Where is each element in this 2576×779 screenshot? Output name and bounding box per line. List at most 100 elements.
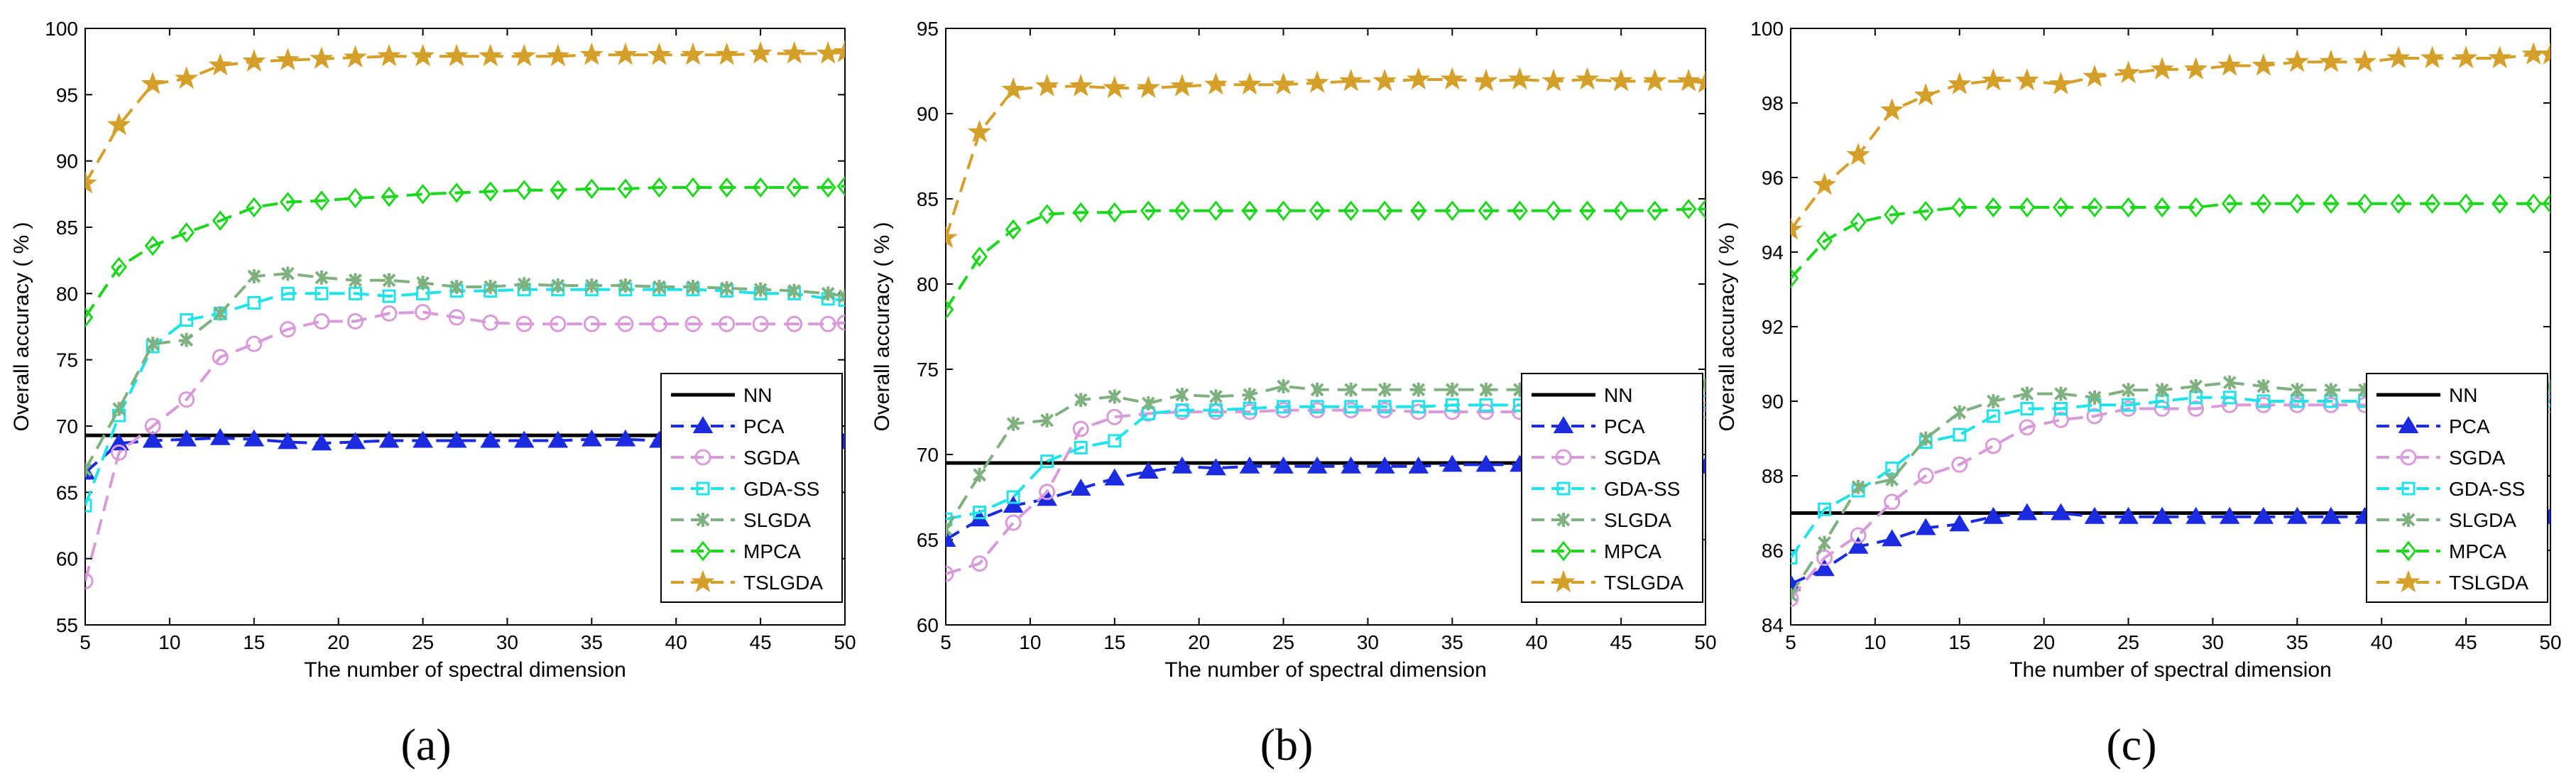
legend-marker-mpca xyxy=(1555,540,1572,562)
data-point-gda-ss xyxy=(973,506,987,520)
data-point-tslgda xyxy=(2048,72,2073,94)
data-point-mpca xyxy=(2492,193,2509,214)
legend-label-mpca: MPCA xyxy=(2449,540,2506,562)
data-point-slgda xyxy=(1479,382,1493,397)
data-point-slgda xyxy=(584,278,599,293)
legend-marker-sgda xyxy=(2400,449,2417,466)
data-point-sgda xyxy=(313,313,330,330)
series-line-slgda xyxy=(1791,381,2550,596)
data-point-gda-ss xyxy=(315,286,329,300)
legend-marker-tslgda xyxy=(2396,570,2421,593)
legend-marker-sgda xyxy=(1555,449,1572,466)
data-point-pca xyxy=(480,430,501,448)
data-point-slgda xyxy=(1818,535,1831,550)
data-point-gda-ss xyxy=(2222,391,2237,405)
data-point-mpca xyxy=(246,197,263,218)
data-point-gda-ss xyxy=(1479,398,1493,412)
data-point-mpca xyxy=(212,210,229,231)
data-point-tslgda xyxy=(444,43,469,67)
data-point-mpca xyxy=(2086,197,2103,218)
data-point-gda-ss xyxy=(1818,502,1832,516)
legend-label-tslgda: TSLGDA xyxy=(2449,572,2528,594)
data-point-pca xyxy=(345,432,366,450)
data-point-slgda xyxy=(1851,479,1865,494)
data-point-slgda xyxy=(946,522,953,537)
data-point-slgda xyxy=(416,276,430,290)
data-point-slgda xyxy=(180,332,194,347)
data-point-sgda xyxy=(111,444,128,461)
data-point-gda-ss xyxy=(1953,427,1967,442)
data-point-pca xyxy=(1172,456,1193,474)
data-point-gda-ss xyxy=(1445,398,1459,412)
data-point-mpca xyxy=(1697,198,1705,219)
data-point-pca xyxy=(2051,503,2071,521)
x-tick-label: 25 xyxy=(412,631,434,653)
data-point-slgda xyxy=(1141,396,1155,410)
legend-marker-pca xyxy=(2398,416,2419,433)
data-point-gda-ss xyxy=(1208,403,1223,418)
legend-marker-gda-ss xyxy=(2401,481,2416,496)
data-point-pca xyxy=(446,430,467,448)
data-point-mpca xyxy=(1410,200,1427,222)
legend-label-mpca: MPCA xyxy=(743,540,801,562)
data-point-tslgda xyxy=(2116,60,2141,84)
data-point-tslgda xyxy=(2454,45,2478,69)
data-point-gda-ss xyxy=(1310,400,1324,414)
data-point-slgda xyxy=(787,283,802,298)
data-point-tslgda xyxy=(967,119,992,143)
data-point-mpca xyxy=(1072,202,1089,223)
data-point-gda-ss xyxy=(1040,454,1054,469)
data-point-mpca xyxy=(1106,202,1123,223)
data-point-mpca xyxy=(684,177,702,198)
data-point-pca xyxy=(1104,468,1125,486)
data-point-pca xyxy=(413,430,433,448)
legend-marker-slgda xyxy=(696,513,710,527)
data-point-pca xyxy=(1273,456,1294,474)
data-point-pca xyxy=(1949,514,1970,532)
data-point-slgda xyxy=(2222,375,2237,390)
data-point-tslgda xyxy=(2386,45,2411,69)
data-point-slgda xyxy=(449,280,464,294)
data-point-tslgda xyxy=(1170,74,1194,97)
data-point-pca xyxy=(1441,454,1463,472)
data-point-tslgda xyxy=(174,66,199,89)
data-point-tslgda xyxy=(647,42,672,65)
data-point-tslgda xyxy=(1981,68,2006,91)
data-point-pca xyxy=(1882,529,1903,547)
data-point-slgda xyxy=(146,337,160,352)
data-point-pca xyxy=(2219,506,2240,524)
data-point-tslgda xyxy=(613,42,638,65)
data-point-mpca xyxy=(1579,200,1596,222)
data-point-tslgda xyxy=(512,43,536,67)
data-point-sgda xyxy=(448,309,465,326)
data-point-mpca xyxy=(1241,200,1258,222)
legend-label-tslgda: TSLGDA xyxy=(743,572,823,594)
data-point-mpca xyxy=(1478,200,1495,222)
y-tick-label: 100 xyxy=(1750,18,1784,40)
legend-marker-pca xyxy=(1553,416,1574,433)
data-point-tslgda xyxy=(1407,67,1431,90)
data-point-sgda xyxy=(515,315,533,332)
data-point-mpca xyxy=(2255,193,2272,214)
data-point-pca xyxy=(1848,536,1869,554)
data-point-gda-ss xyxy=(1377,400,1392,414)
data-point-slgda xyxy=(2020,386,2034,401)
x-tick-label: 15 xyxy=(1103,631,1125,653)
data-point-slgda xyxy=(2155,383,2169,398)
data-point-tslgda xyxy=(1693,70,1705,93)
data-point-mpca xyxy=(111,256,128,278)
data-point-sgda xyxy=(786,315,803,332)
data-point-tslgda xyxy=(85,170,97,194)
data-point-pca xyxy=(946,530,956,547)
data-point-sgda xyxy=(1410,403,1427,420)
data-point-sgda xyxy=(415,303,432,320)
legend-label-slgda: SLGDA xyxy=(743,509,811,531)
data-point-tslgda xyxy=(141,71,165,94)
legend-label-slgda: SLGDA xyxy=(1604,509,1671,531)
data-point-pca xyxy=(1475,454,1497,472)
data-point-mpca xyxy=(1612,200,1630,222)
data-point-tslgda xyxy=(107,112,131,136)
legend-label-pca: PCA xyxy=(2449,415,2490,437)
data-point-sgda xyxy=(1275,402,1292,419)
data-point-sgda xyxy=(1241,403,1258,420)
